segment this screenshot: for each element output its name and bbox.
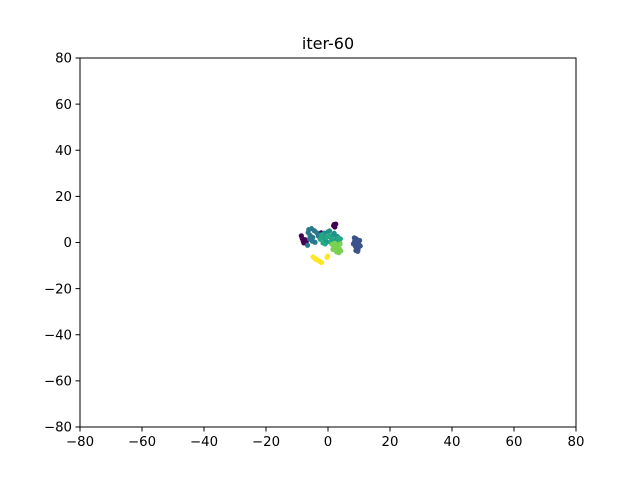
- x-tick-label: −20: [252, 435, 280, 450]
- data-point: [326, 228, 333, 234]
- x-tick-label: 80: [568, 435, 585, 450]
- data-point: [357, 237, 363, 244]
- data-points: [298, 221, 363, 266]
- data-point: [331, 221, 337, 228]
- data-point: [337, 236, 343, 242]
- data-point: [325, 253, 331, 259]
- x-tick-label: 0: [324, 435, 332, 450]
- data-point: [304, 242, 311, 248]
- y-tick-label: 20: [55, 190, 72, 205]
- data-point: [312, 239, 318, 245]
- y-tick-label: 80: [55, 52, 72, 67]
- y-tick-label: −60: [44, 375, 72, 390]
- data-point: [305, 229, 311, 236]
- data-point: [331, 230, 337, 236]
- data-point: [337, 241, 343, 247]
- data-point: [332, 243, 339, 249]
- y-tick-label: −80: [44, 421, 72, 436]
- data-point: [317, 236, 323, 242]
- x-tick-label: 40: [444, 435, 461, 450]
- data-point: [357, 243, 363, 249]
- x-tick-label: −80: [66, 435, 94, 450]
- y-tick-label: 40: [55, 144, 72, 159]
- data-point: [318, 259, 325, 266]
- data-point: [326, 232, 332, 239]
- x-tick-label: 20: [382, 435, 399, 450]
- data-point: [355, 248, 361, 254]
- x-tick-label: −40: [190, 435, 218, 450]
- x-tick-label: −60: [128, 435, 156, 450]
- y-tick-label: 0: [64, 236, 72, 251]
- x-tick-label: 60: [506, 435, 523, 450]
- data-point: [351, 235, 357, 241]
- y-tick-label: −20: [44, 282, 72, 297]
- y-tick-label: 60: [55, 98, 72, 113]
- data-point: [322, 241, 328, 247]
- chart-title: iter-60: [302, 34, 354, 53]
- data-point: [318, 232, 325, 238]
- data-point: [313, 256, 319, 262]
- y-tick-label: −40: [44, 328, 72, 343]
- axes: −80 −60 −40 −20 0 20 40 60 80 −80 −60 −40 −20 0 20 40 60…: [44, 52, 585, 450]
- data-point: [338, 248, 344, 254]
